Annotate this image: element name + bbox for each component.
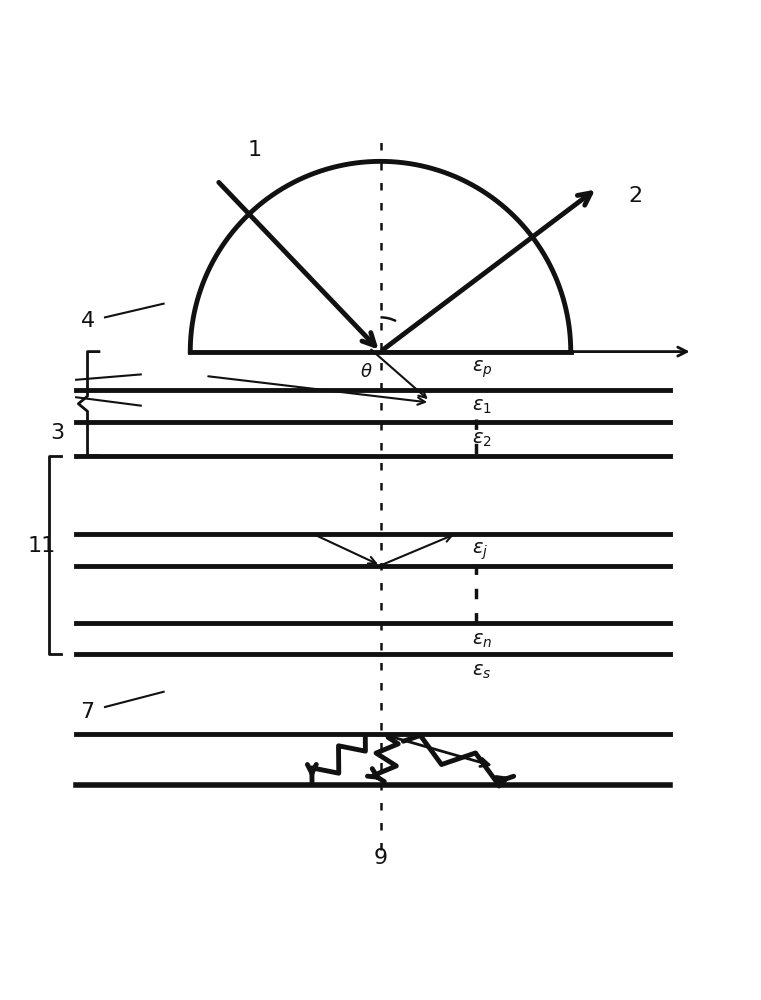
Text: 1: 1	[248, 140, 262, 160]
Text: $\theta$: $\theta$	[361, 363, 373, 381]
Text: $\varepsilon_j$: $\varepsilon_j$	[472, 540, 488, 562]
Text: 7: 7	[81, 702, 94, 722]
Text: 2: 2	[629, 186, 642, 206]
Text: 4: 4	[81, 311, 94, 331]
Text: $\varepsilon_2$: $\varepsilon_2$	[472, 430, 492, 449]
Text: $\varepsilon_1$: $\varepsilon_1$	[472, 397, 492, 416]
Text: 11: 11	[27, 536, 56, 556]
Text: 9: 9	[374, 848, 387, 868]
Text: $\varepsilon_n$: $\varepsilon_n$	[472, 631, 492, 650]
Text: $\varepsilon_p$: $\varepsilon_p$	[472, 358, 492, 380]
Text: $\varepsilon_s$: $\varepsilon_s$	[472, 662, 491, 681]
Text: 3: 3	[50, 423, 64, 443]
